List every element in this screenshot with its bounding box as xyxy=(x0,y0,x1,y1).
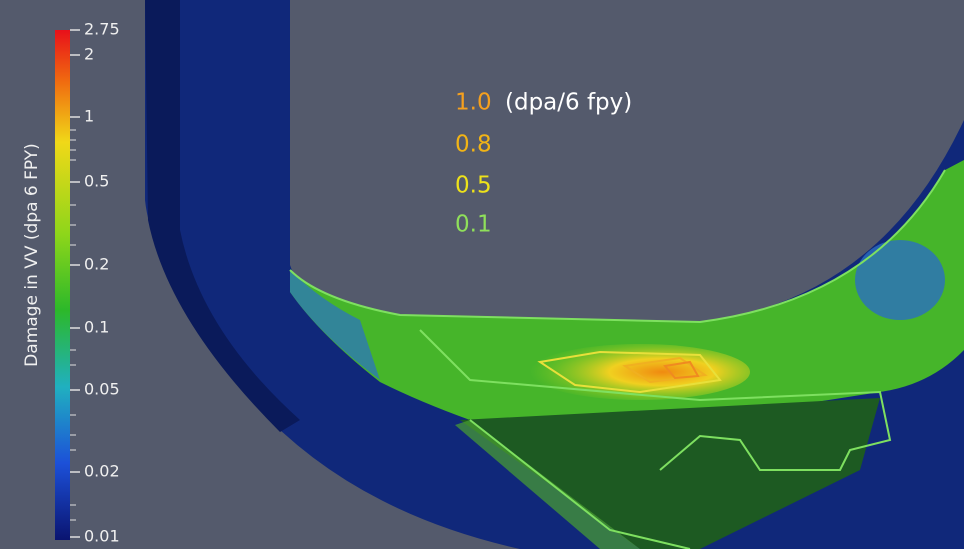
colorbar-ticks: 2.75 2 1 0.5 0.2 0.1 0.05 0.02 0.01 xyxy=(70,20,120,546)
tick-label: 0.5 xyxy=(84,172,109,191)
tick-label: 0.2 xyxy=(84,255,109,274)
colorbar-title: Damage in VV (dpa 6 FPY) xyxy=(22,143,42,367)
legend-label: 0.1 xyxy=(455,212,492,238)
contour-legend: 1.0 0.8 0.5 0.1 (dpa/6 fpy) xyxy=(455,90,632,238)
contour xyxy=(663,360,700,380)
tick-label: 2 xyxy=(84,45,94,64)
contour xyxy=(622,356,708,384)
contour xyxy=(289,169,946,549)
blue-patch xyxy=(290,270,380,380)
tick-label: 0.02 xyxy=(84,462,120,481)
legend-label: 1.0 xyxy=(455,90,492,116)
legend-label: 0.8 xyxy=(455,132,492,158)
tick-label: 0.01 xyxy=(84,527,120,546)
vessel-edge xyxy=(145,0,300,432)
colorbar xyxy=(55,30,70,540)
shadow-region xyxy=(460,398,880,549)
tick-label: 0.1 xyxy=(84,318,109,337)
legend-unit: (dpa/6 fpy) xyxy=(505,90,632,116)
tick-label: 0.05 xyxy=(84,380,120,399)
blue-patch xyxy=(855,240,945,320)
tick-label: 1 xyxy=(84,107,94,126)
contour xyxy=(537,350,722,394)
legend-label: 0.5 xyxy=(455,173,492,199)
green-band xyxy=(290,160,964,420)
tick-label: 2.75 xyxy=(84,20,120,39)
